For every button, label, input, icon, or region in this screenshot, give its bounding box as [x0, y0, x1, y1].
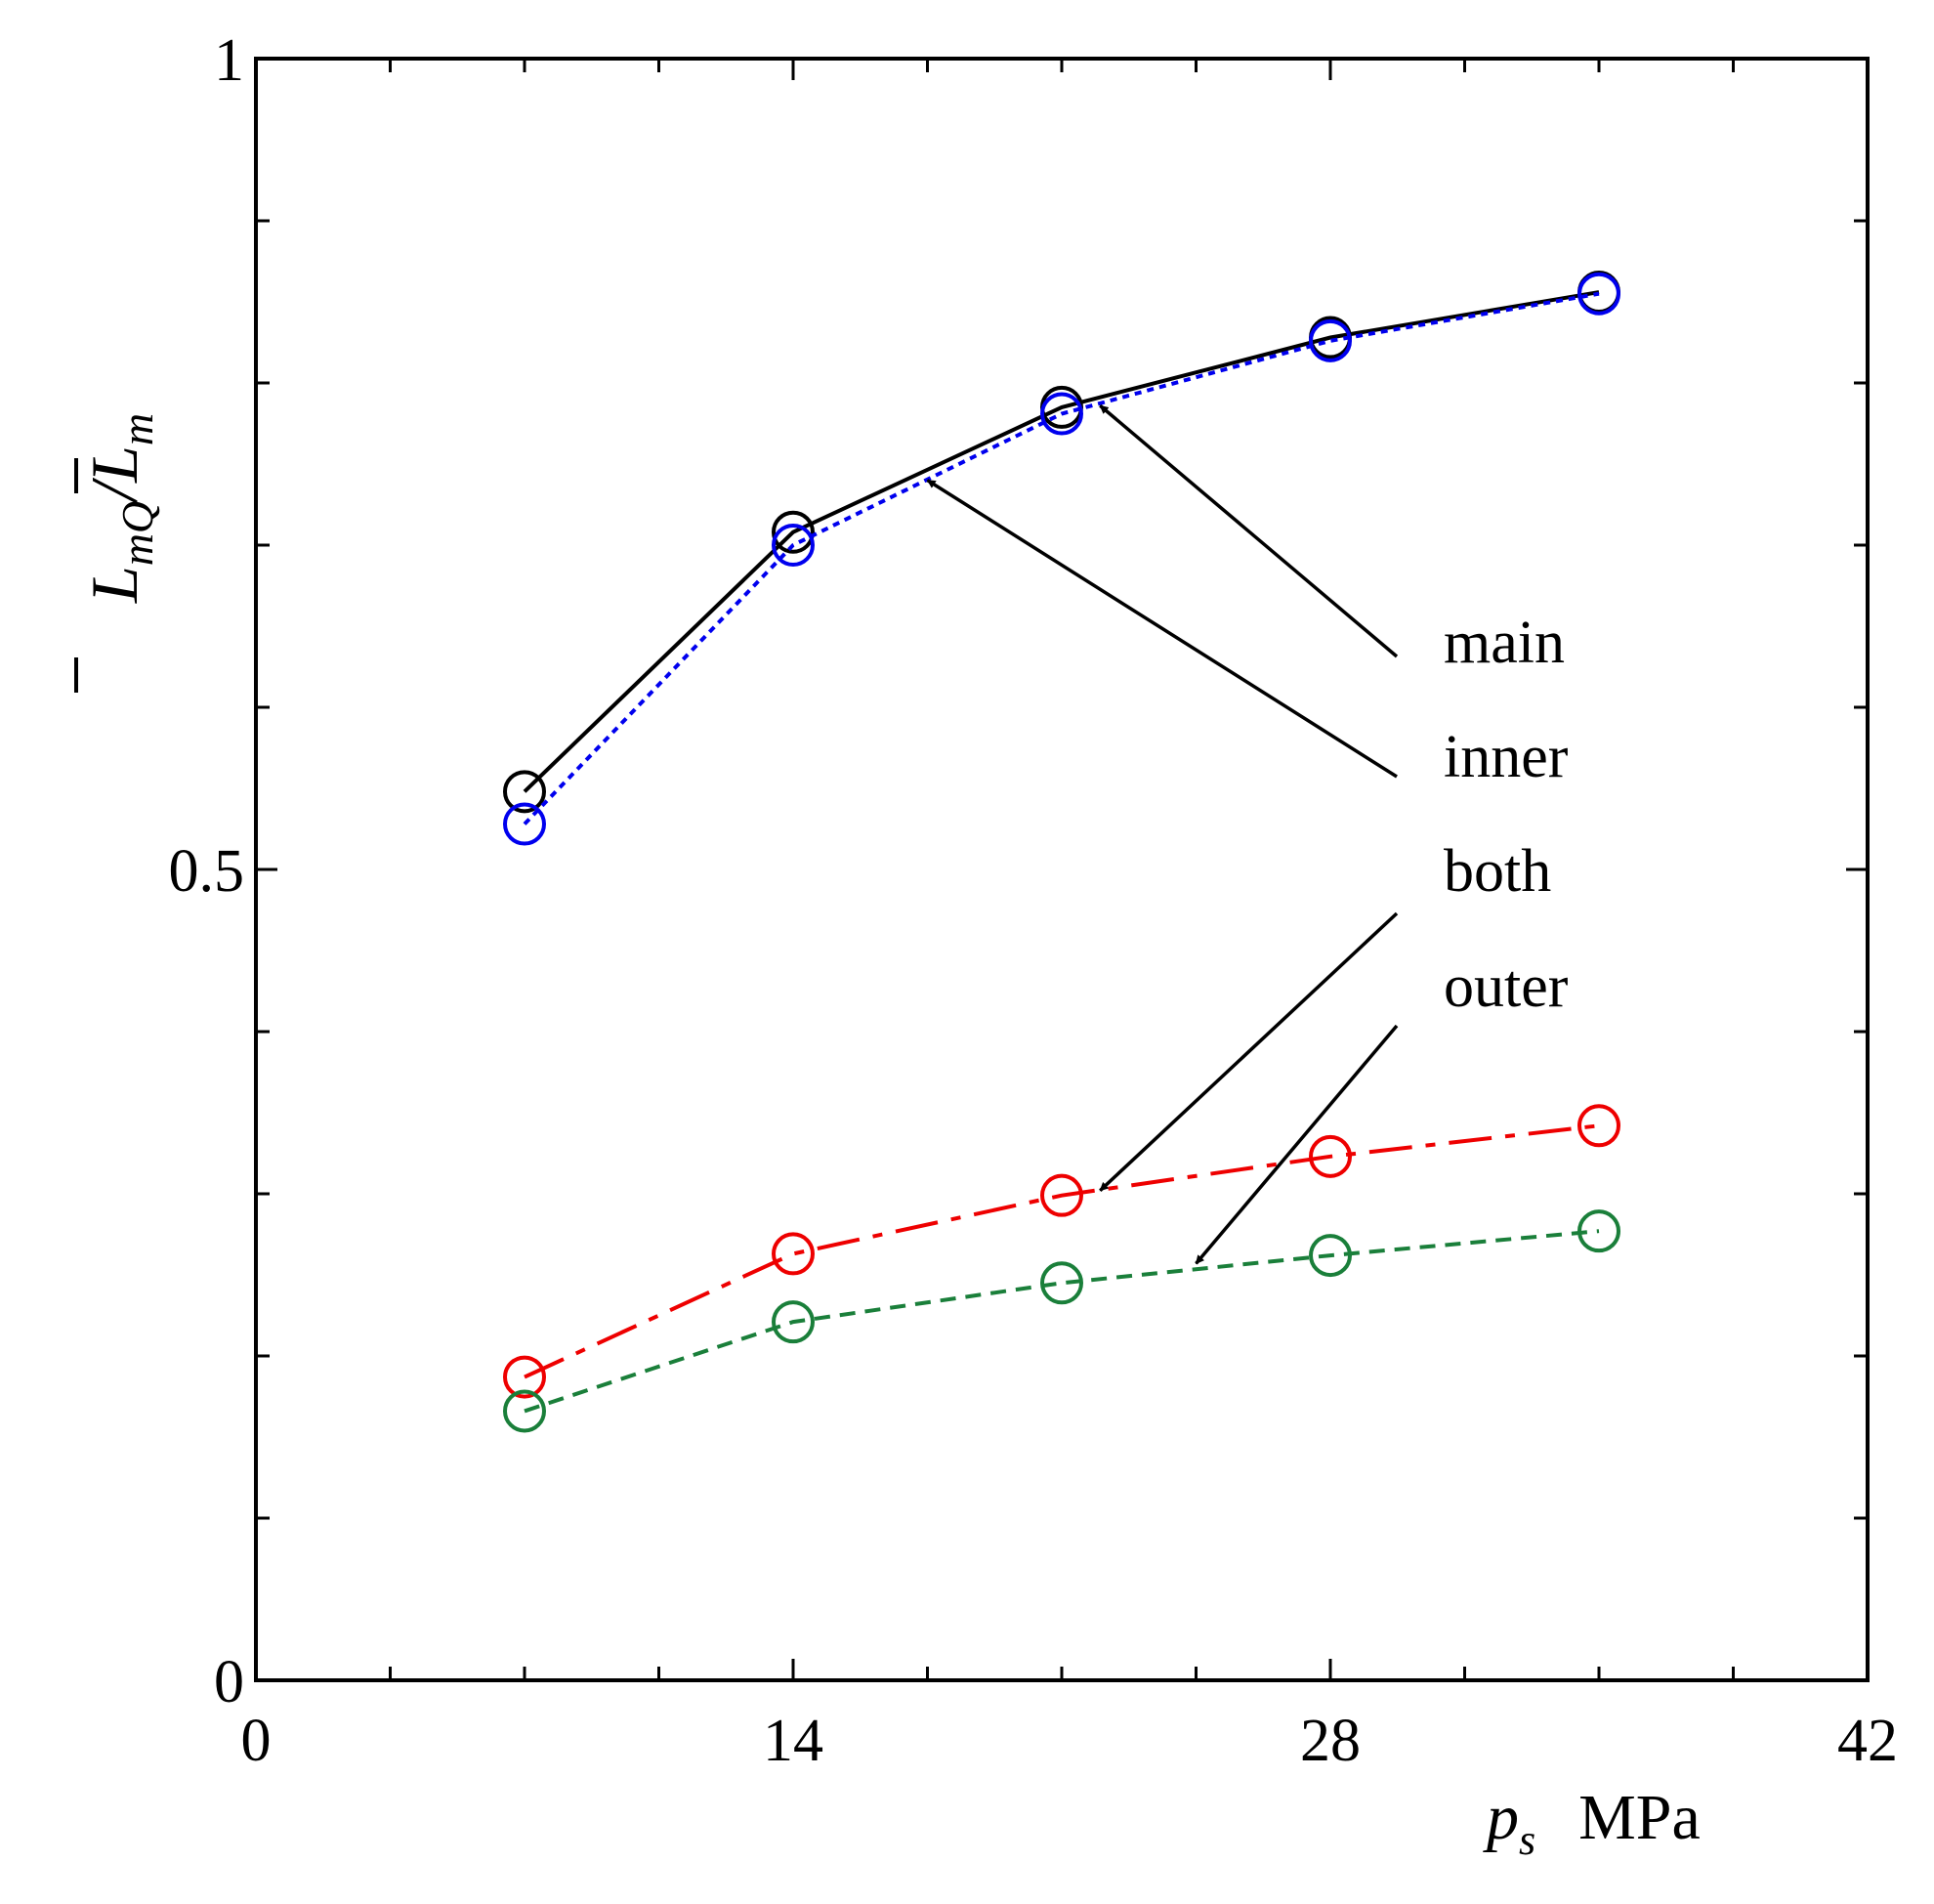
- annotation-arrow-both: [1099, 911, 1399, 1192]
- series-inner: [503, 272, 1620, 846]
- annotation-label-inner: inner: [1444, 724, 1569, 790]
- x-axis-subscript: s: [1519, 1816, 1535, 1864]
- annotation-arrow-main: [1099, 403, 1399, 658]
- series-line-main: [523, 290, 1600, 793]
- series-outer: [503, 1209, 1620, 1433]
- data-point-main: [772, 510, 815, 554]
- series-layer: [503, 271, 1620, 1433]
- data-point-inner: [772, 524, 815, 567]
- data-point-outer: [503, 1389, 546, 1433]
- series-line-outer: [524, 1229, 1600, 1414]
- svg-text:LmQ/Lm: LmQ/Lm: [77, 413, 162, 604]
- annotation-arrow-outer: [1195, 1024, 1399, 1265]
- tick-labels: 0 14 28 42 0 0.5 1: [169, 27, 1899, 1774]
- data-point-inner: [503, 802, 546, 846]
- x-axis-unit: MPa: [1578, 1782, 1701, 1853]
- annotation-arrow-inner: [926, 479, 1398, 779]
- data-point-both: [1577, 1104, 1620, 1148]
- axis-ticks: [254, 57, 1870, 1682]
- data-point-both: [1309, 1134, 1352, 1178]
- plot-frame: [254, 57, 1870, 1682]
- y-axis-num-subscript: mQ: [112, 501, 162, 566]
- annotation-label-outer: outer: [1444, 953, 1569, 1020]
- y-axis-den-symbol: L: [77, 445, 151, 484]
- series-line-both: [524, 1123, 1600, 1379]
- x-tick-label: 14: [763, 1708, 823, 1774]
- x-tick-label: 28: [1300, 1708, 1361, 1774]
- x-tick-label: 42: [1837, 1708, 1898, 1774]
- data-point-outer: [1040, 1261, 1083, 1305]
- data-point-inner: [1309, 318, 1352, 362]
- annotation-label-main: main: [1444, 610, 1565, 676]
- y-tick-label: 0: [214, 1649, 244, 1715]
- data-point-outer: [772, 1300, 815, 1344]
- y-axis-label: LmQ/Lm: [74, 413, 162, 693]
- data-point-both: [772, 1232, 815, 1276]
- data-point-main: [503, 770, 546, 814]
- annotation-label-both: both: [1444, 838, 1551, 905]
- y-tick-label: 1: [214, 27, 244, 94]
- data-point-outer: [1309, 1234, 1352, 1278]
- series-line-inner: [523, 291, 1600, 825]
- data-point-inner: [1040, 392, 1083, 436]
- annotations: main inner both outer: [926, 403, 1569, 1265]
- data-point-both: [503, 1355, 546, 1399]
- annotation-both: both: [1099, 838, 1551, 1192]
- data-point-both: [1040, 1173, 1083, 1217]
- x-tick-label: 0: [241, 1708, 272, 1774]
- annotation-inner: inner: [926, 479, 1569, 790]
- x-axis-symbol: p: [1483, 1782, 1519, 1853]
- x-axis-label: ps​MPa: [1483, 1782, 1701, 1864]
- data-point-outer: [1577, 1209, 1620, 1253]
- y-axis-den-subscript: m: [112, 413, 162, 445]
- y-tick-label: 0.5: [169, 838, 245, 905]
- y-axis-num-symbol: L: [77, 566, 151, 604]
- annotation-main: main: [1099, 403, 1565, 676]
- data-point-inner: [1577, 272, 1620, 316]
- annotation-outer: outer: [1195, 953, 1569, 1265]
- series-both: [503, 1104, 1620, 1399]
